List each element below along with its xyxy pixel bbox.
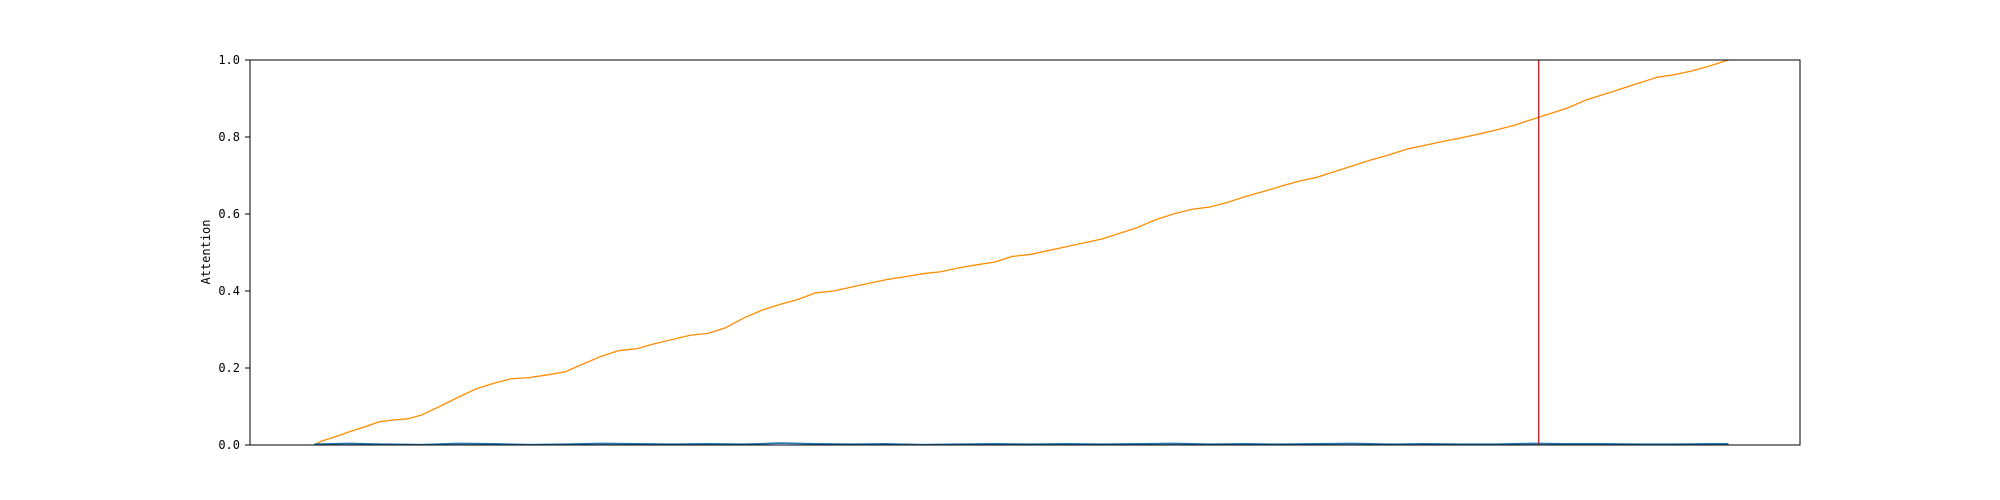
y-tick-label: 0.0 [218,438,240,452]
series-layer [314,59,1729,446]
y-tick-label: 0.6 [218,207,240,221]
y-tick-label: 1.0 [218,53,240,67]
series-line-attention [314,442,1729,446]
y-axis: 0.0 0.2 0.4 0.6 0.8 1.0 [218,53,250,452]
y-tick-label: 0.2 [218,361,240,375]
plot-frame [249,59,1801,446]
series-line-cumulative [314,59,1729,446]
y-tick-label: 0.8 [218,130,240,144]
y-tick-label: 0.4 [218,284,240,298]
y-axis-label: Attention [199,219,213,284]
